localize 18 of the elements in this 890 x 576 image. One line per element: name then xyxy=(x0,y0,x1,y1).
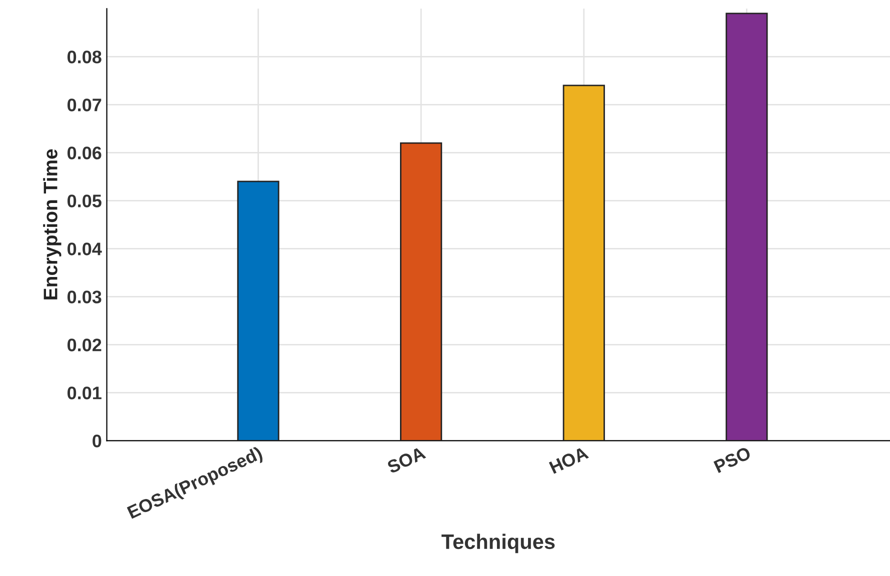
x-tick-label: HOA xyxy=(548,446,590,474)
x-tick-label: SOA xyxy=(386,446,426,474)
bar xyxy=(726,12,768,441)
y-tick-label: 0.03 xyxy=(68,290,102,304)
y-tick-label: 0.05 xyxy=(68,194,102,208)
bar xyxy=(237,180,280,441)
y-tick-label: 0.02 xyxy=(68,338,102,352)
y-tick-label: 0.07 xyxy=(68,98,102,112)
x-tick-label: PSO xyxy=(713,446,752,474)
bar xyxy=(400,142,442,441)
y-tick-label: 0.01 xyxy=(68,386,102,400)
y-axis-title: Encryption Time xyxy=(43,149,62,300)
bar xyxy=(562,84,605,441)
x-axis-title: Techniques xyxy=(442,534,555,554)
y-tick-label: 0.06 xyxy=(68,146,102,160)
y-tick-label: 0 xyxy=(92,434,102,448)
y-tick-label: 0.08 xyxy=(68,50,102,64)
y-tick-label: 0.04 xyxy=(68,242,102,256)
